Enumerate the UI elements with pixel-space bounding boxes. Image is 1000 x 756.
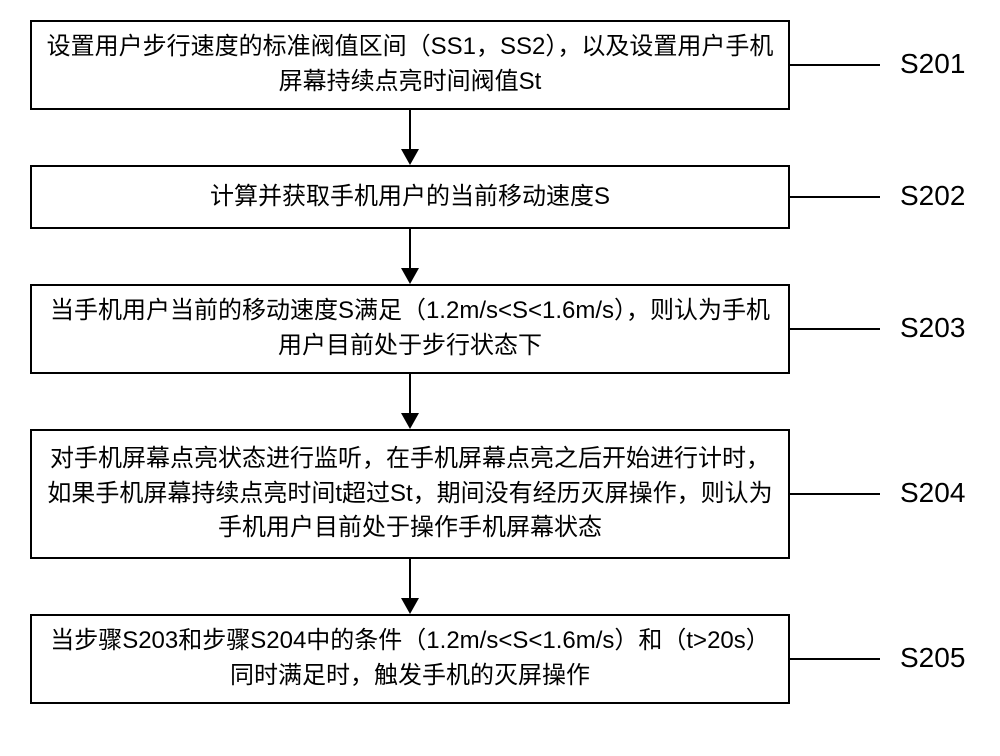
flow-node-s202: 计算并获取手机用户的当前移动速度S [30, 165, 790, 229]
arrow-line [409, 374, 411, 415]
flow-node-s203: 当手机用户当前的移动速度S满足（1.2m/s<S<1.6m/s），则认为手机用户… [30, 284, 790, 374]
flow-node-text: 计算并获取手机用户的当前移动速度S [210, 180, 610, 215]
flow-node-s201: 设置用户步行速度的标准阀值区间（SS1，SS2），以及设置用户手机屏幕持续点亮时… [30, 20, 790, 110]
arrow-line [409, 559, 411, 600]
step-label-s201: S201 [900, 50, 965, 78]
arrow-line [409, 110, 411, 151]
label-connector [790, 328, 880, 330]
arrow-head-icon [401, 149, 419, 165]
arrow-head-icon [401, 598, 419, 614]
flowchart-canvas: 设置用户步行速度的标准阀值区间（SS1，SS2），以及设置用户手机屏幕持续点亮时… [0, 0, 1000, 756]
flow-node-s204: 对手机屏幕点亮状态进行监听，在手机屏幕点亮之后开始进行计时，如果手机屏幕持续点亮… [30, 429, 790, 559]
step-label-s202: S202 [900, 182, 965, 210]
flow-node-text: 对手机屏幕点亮状态进行监听，在手机屏幕点亮之后开始进行计时，如果手机屏幕持续点亮… [42, 442, 778, 546]
arrow-head-icon [401, 413, 419, 429]
flow-node-s205: 当步骤S203和步骤S204中的条件（1.2m/s<S<1.6m/s）和（t>2… [30, 614, 790, 704]
step-label-s203: S203 [900, 314, 965, 342]
label-connector [790, 196, 880, 198]
flow-node-text: 当步骤S203和步骤S204中的条件（1.2m/s<S<1.6m/s）和（t>2… [42, 624, 778, 694]
flow-node-text: 当手机用户当前的移动速度S满足（1.2m/s<S<1.6m/s），则认为手机用户… [42, 294, 778, 364]
arrow-head-icon [401, 268, 419, 284]
step-label-s205: S205 [900, 644, 965, 672]
step-label-s204: S204 [900, 479, 965, 507]
arrow-line [409, 229, 411, 270]
label-connector [790, 493, 880, 495]
label-connector [790, 64, 880, 66]
label-connector [790, 658, 880, 660]
flow-node-text: 设置用户步行速度的标准阀值区间（SS1，SS2），以及设置用户手机屏幕持续点亮时… [42, 30, 778, 100]
